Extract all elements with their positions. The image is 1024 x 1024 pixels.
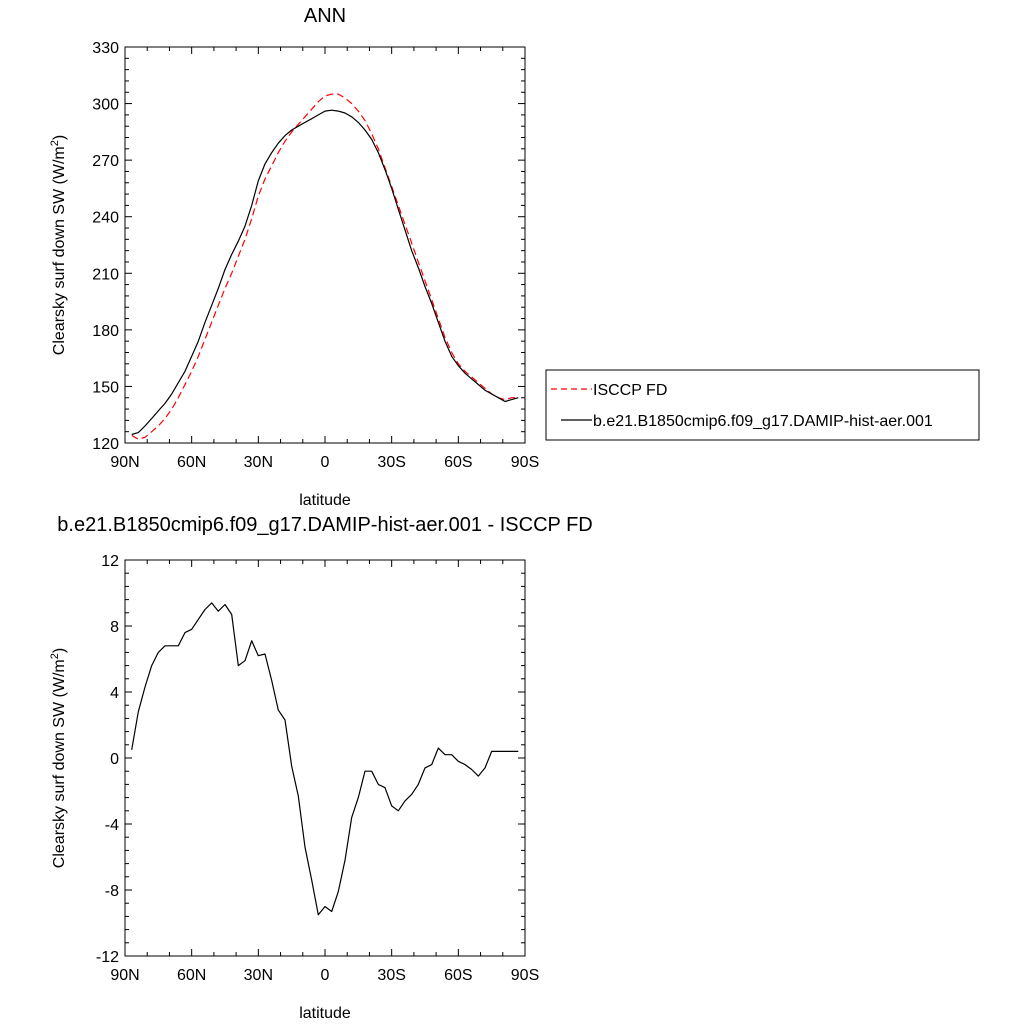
- bottom-panel: b.e21.B1850cmip6.f09_g17.DAMIP-hist-aer.…: [49, 514, 593, 1022]
- bottom-series-group: [131, 602, 519, 916]
- bottom-y-tick-label: 0: [110, 751, 119, 768]
- top-y-tick-label: 180: [92, 323, 119, 340]
- bottom-chart-title: b.e21.B1850cmip6.f09_g17.DAMIP-hist-aer.…: [57, 514, 592, 536]
- bottom-y-tick-labels: -12 -8 -4 0 4 8 12: [96, 553, 119, 966]
- top-x-tick-label: 90N: [110, 454, 139, 471]
- legend-label-model: b.e21.B1850cmip6.f09_g17.DAMIP-hist-aer.…: [593, 413, 933, 430]
- top-y-tick-label: 300: [92, 97, 119, 114]
- top-y-tick-label: 240: [92, 210, 119, 227]
- top-series-line-0: [131, 93, 519, 440]
- top-y-tick-label: 120: [92, 436, 119, 453]
- bottom-y-axis-label: Clearsky surf down SW (W/m2): [49, 648, 68, 868]
- top-y-tick-label: 330: [92, 40, 119, 57]
- bottom-y-tick-label: -4: [105, 817, 119, 834]
- top-x-tick-label: 30S: [377, 454, 405, 471]
- top-y-tick-label: 210: [92, 266, 119, 283]
- top-series-group: [131, 93, 519, 440]
- bottom-axis-ticks: [124, 559, 526, 957]
- bottom-y-tick-label: 12: [101, 553, 119, 570]
- legend: ISCCP FD b.e21.B1850cmip6.f09_g17.DAMIP-…: [545, 369, 980, 441]
- top-panel: ANN 90N 60N 30N 0 30S 60S 90S 120 150 180 210 240 2…: [49, 5, 980, 509]
- top-axis-ticks: [124, 46, 526, 444]
- top-x-tick-label: 0: [321, 454, 330, 471]
- bottom-x-tick-label: 0: [321, 967, 330, 984]
- top-x-tick-label: 60N: [177, 454, 206, 471]
- bottom-x-tick-labels: 90N 60N 30N 0 30S 60S 90S: [110, 967, 539, 984]
- bottom-x-tick-label: 30S: [377, 967, 405, 984]
- top-x-tick-label: 30N: [244, 454, 273, 471]
- top-chart-title: ANN: [304, 5, 346, 27]
- top-series-line-1: [131, 109, 519, 436]
- bottom-x-tick-label: 30N: [244, 967, 273, 984]
- bottom-x-axis-label: latitude: [299, 1005, 351, 1022]
- top-y-tick-label: 270: [92, 153, 119, 170]
- top-x-axis-label: latitude: [299, 492, 351, 509]
- bottom-x-tick-label: 60S: [444, 967, 472, 984]
- bottom-y-tick-label: -8: [105, 883, 119, 900]
- bottom-y-tick-label: -12: [96, 949, 119, 966]
- bottom-x-tick-label: 90S: [511, 967, 539, 984]
- top-y-tick-labels: 120 150 180 210 240 270 300 330: [92, 40, 119, 453]
- bottom-y-tick-label: 4: [110, 685, 119, 702]
- top-y-axis-label: Clearsky surf down SW (W/m2): [49, 135, 68, 355]
- bottom-x-tick-label: 60N: [177, 967, 206, 984]
- top-x-tick-label: 90S: [511, 454, 539, 471]
- top-y-tick-label: 150: [92, 379, 119, 396]
- top-x-tick-labels: 90N 60N 30N 0 30S 60S 90S: [110, 454, 539, 471]
- legend-label-isccp: ISCCP FD: [593, 382, 667, 399]
- bottom-x-tick-label: 90N: [110, 967, 139, 984]
- bottom-y-tick-label: 8: [110, 619, 119, 636]
- legend-box: [545, 369, 980, 441]
- bottom-plot-frame: [124, 559, 526, 957]
- bottom-series-line-0: [131, 602, 519, 916]
- top-x-tick-label: 60S: [444, 454, 472, 471]
